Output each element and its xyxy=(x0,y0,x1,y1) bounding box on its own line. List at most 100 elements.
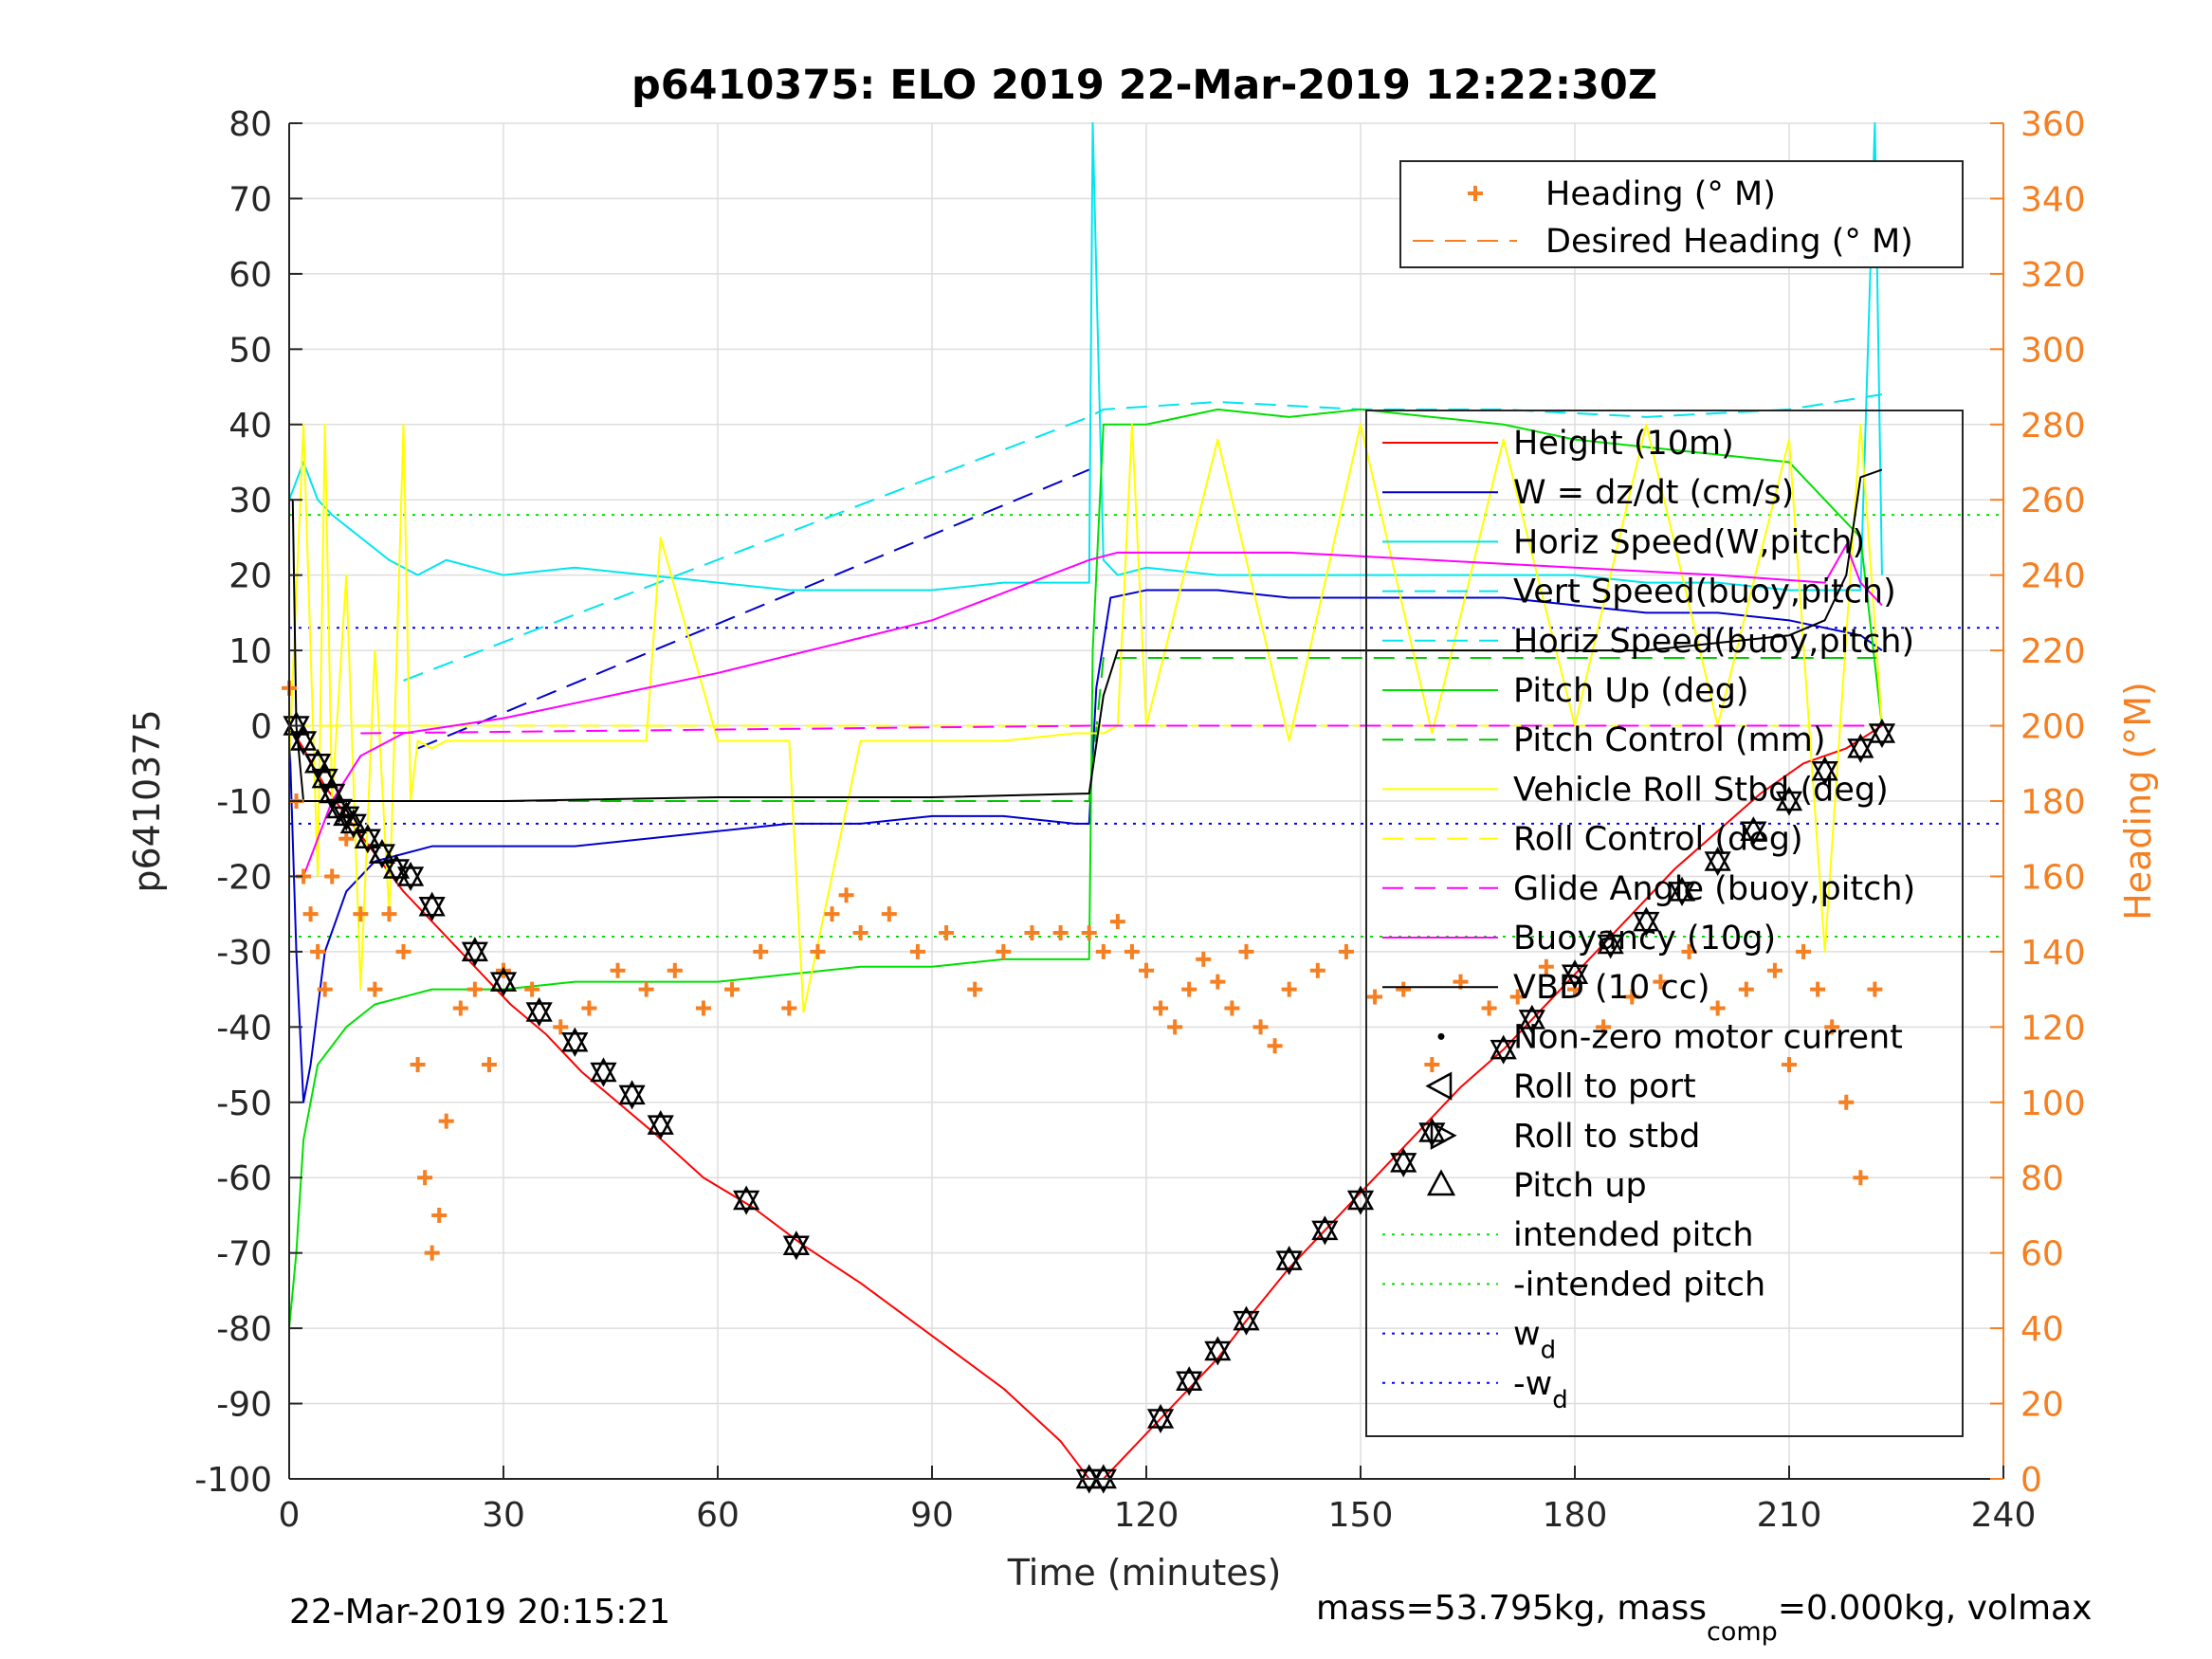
chart-title: p6410375: ELO 2019 22-Mar-2019 12:22:30Z xyxy=(631,62,1657,109)
roll-marker xyxy=(1847,738,1874,763)
x-tick-label: 150 xyxy=(1328,1496,1394,1535)
motor-marker xyxy=(782,1231,810,1261)
y-right-tick-label: 60 xyxy=(2020,1235,2064,1274)
heading-point xyxy=(1481,1000,1497,1016)
roll-marker xyxy=(1204,1340,1232,1366)
legend-triangle-symbol xyxy=(1426,1169,1456,1196)
heading-point xyxy=(1224,1000,1240,1016)
roll-marker xyxy=(1233,1310,1260,1336)
series-line-10 xyxy=(302,543,1883,877)
heading-point xyxy=(395,943,411,959)
footer-mass: mass=53.795kg, masscomp=0.000kg, volmax xyxy=(1316,1589,2092,1647)
legend-main-entry: Roll to port xyxy=(1513,1068,1696,1106)
roll-marker xyxy=(1518,1010,1545,1034)
series-line-1 xyxy=(288,589,1883,1103)
roll-marker xyxy=(618,1085,646,1110)
series-line-7 xyxy=(288,423,1883,1013)
roll-marker xyxy=(319,783,346,809)
legend-triangle-symbol xyxy=(1425,1071,1453,1101)
pitch-up-marker xyxy=(1275,1246,1303,1270)
motor-marker xyxy=(1390,1147,1417,1177)
y-right-tick-label: 40 xyxy=(2020,1310,2064,1349)
motor-marker xyxy=(733,1185,760,1215)
series-line-9 xyxy=(360,724,1882,735)
heading-point xyxy=(338,830,355,847)
heading-point xyxy=(1653,974,1669,990)
motor-marker xyxy=(1275,1246,1303,1276)
pitch-up-marker xyxy=(1811,756,1838,781)
legend-dot-symbol xyxy=(1437,1032,1445,1040)
motor-marker xyxy=(461,937,488,967)
motor-marker xyxy=(354,824,381,854)
y-tick-label: -10 xyxy=(216,783,272,822)
heading-point xyxy=(381,906,397,922)
pitch-up-marker xyxy=(368,839,396,864)
heading-point xyxy=(1196,951,1212,967)
legend-main-entry: Height (10m) xyxy=(1513,425,1734,463)
heading-point xyxy=(431,1207,448,1223)
roll-marker xyxy=(311,768,338,793)
motor-marker xyxy=(525,996,553,1028)
x-tick-label: 240 xyxy=(1971,1496,2037,1535)
pitch-up-marker xyxy=(283,710,310,736)
pitch-up-marker xyxy=(1233,1305,1260,1331)
y-tick-label: 20 xyxy=(229,557,272,596)
roll-marker xyxy=(782,1235,810,1261)
heading-layer xyxy=(282,680,1883,1261)
y-right-tick-label: 280 xyxy=(2020,407,2086,446)
series-line-5 xyxy=(288,408,1883,1329)
motor-marker xyxy=(561,1027,589,1057)
roll-marker xyxy=(283,716,310,741)
roll-marker xyxy=(368,844,396,869)
heading-point xyxy=(424,1245,440,1261)
y-tick-label: 70 xyxy=(229,180,272,219)
y-tick-label: -80 xyxy=(216,1310,272,1349)
roll-marker xyxy=(354,829,381,854)
roll-marker xyxy=(339,813,367,839)
heading-point xyxy=(438,1113,454,1129)
y-right-tick-label: 320 xyxy=(2020,256,2086,295)
heading-point xyxy=(753,943,769,959)
heading-point xyxy=(1538,958,1554,975)
pitch-up-marker xyxy=(647,1110,674,1135)
motor-marker xyxy=(311,763,338,793)
roll-marker xyxy=(525,1002,553,1028)
heading-point xyxy=(1095,943,1111,959)
heading-point xyxy=(581,1000,597,1016)
pitch-up-marker xyxy=(1146,1403,1175,1429)
legend-main-entry: VBD (10 cc) xyxy=(1513,969,1710,1007)
heading-point xyxy=(310,943,326,959)
pitch-up-marker xyxy=(339,809,367,834)
legend-main-entry: Roll Control (deg) xyxy=(1513,821,1803,859)
pitch-up-marker xyxy=(1176,1366,1203,1391)
x-tick-label: 180 xyxy=(1543,1496,1608,1535)
motor-marker xyxy=(1518,1004,1545,1034)
y-right-tick-label: 20 xyxy=(2020,1386,2064,1425)
axes xyxy=(288,122,2004,1480)
roll-marker xyxy=(647,1115,674,1140)
y-tick-label: 40 xyxy=(229,407,272,446)
heading-point xyxy=(1181,981,1197,997)
y-right-tick-label: 220 xyxy=(2020,632,2086,671)
y-right-tick-label: 160 xyxy=(2020,858,2086,897)
series-line-3 xyxy=(288,122,1883,592)
heading-point xyxy=(1338,943,1354,959)
reference-lines xyxy=(289,514,2003,938)
heading-point xyxy=(353,906,369,922)
heading-point xyxy=(638,981,654,997)
heading-point xyxy=(1867,981,1883,997)
y-tick-label: -30 xyxy=(216,934,272,973)
y-tick-label: 60 xyxy=(229,256,272,295)
pitch-up-marker xyxy=(1204,1336,1232,1361)
heading-point xyxy=(1824,1019,1840,1035)
heading-point xyxy=(1267,1038,1283,1054)
pitch-up-marker xyxy=(461,937,488,962)
y-right-tick-label: 80 xyxy=(2020,1159,2064,1198)
legend-subscript: d xyxy=(1541,1337,1557,1365)
pitch-up-marker xyxy=(319,778,346,804)
roll-marker xyxy=(396,866,425,892)
y-tick-label: -40 xyxy=(216,1009,272,1048)
pitch-up-marker xyxy=(1311,1215,1339,1241)
pitch-up-marker xyxy=(489,967,518,992)
heading-point xyxy=(838,887,854,903)
